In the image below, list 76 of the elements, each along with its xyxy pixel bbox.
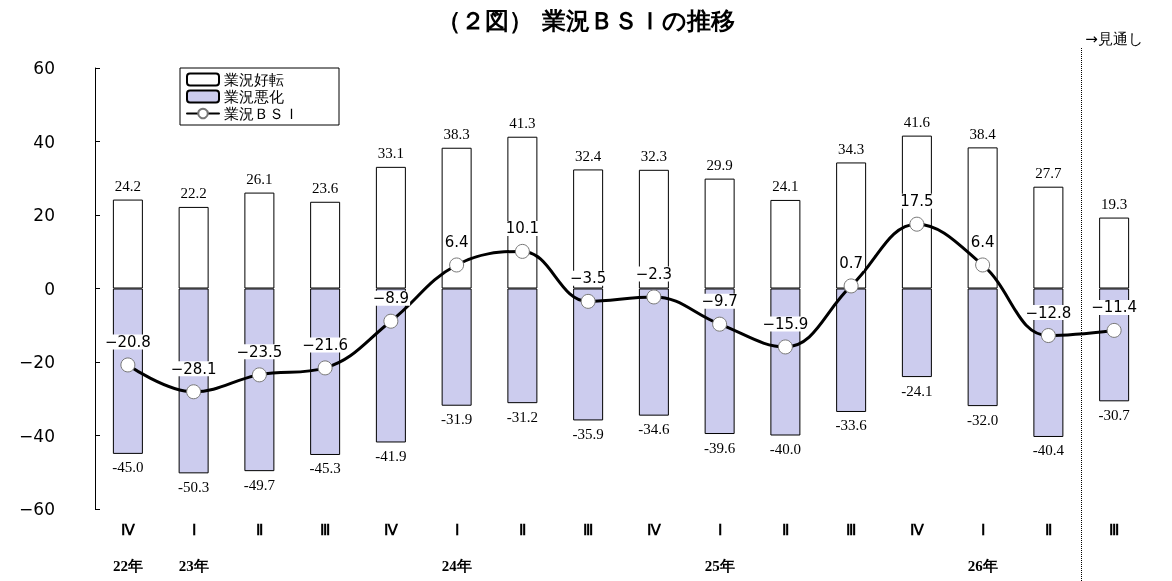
data-label: 19.3	[1101, 196, 1128, 213]
data-label: 29.9	[706, 157, 733, 174]
data-label: 0.7	[839, 253, 864, 272]
data-label: 38.3	[443, 126, 470, 143]
data-label: -33.6	[835, 417, 868, 434]
x-tick-label: Ⅳ	[909, 522, 925, 538]
data-label: −11.4	[1091, 298, 1138, 317]
data-label: 27.7	[1035, 165, 1062, 182]
y-tick-label: 60	[33, 58, 55, 78]
x-tick-label: Ⅱ	[1044, 522, 1052, 538]
data-label: 24.2	[114, 178, 141, 195]
data-label: -50.3	[178, 478, 210, 495]
x-tick-label: Ⅱ	[518, 522, 526, 538]
legend-label: 業況悪化	[224, 87, 284, 106]
data-label: -40.0	[769, 441, 801, 457]
x-tick-label: Ⅳ	[383, 522, 399, 538]
data-label: 10.1	[505, 219, 540, 238]
data-label: −15.9	[762, 314, 809, 333]
x-tick-label: Ⅲ	[846, 522, 857, 538]
category-label: Ⅰ 24年	[441, 522, 472, 574]
y-tick-label: 40	[33, 131, 55, 152]
chart-title: （２図） 業況ＢＳＩの推移	[437, 7, 735, 35]
data-label: −20.8	[104, 332, 151, 351]
y-tick-label: −40	[19, 425, 55, 446]
data-label: -40.4	[1032, 442, 1065, 459]
data-label: 32.3	[640, 148, 667, 165]
data-label: −23.5	[236, 342, 283, 361]
data-label: −9.7	[701, 292, 738, 311]
category-label: Ⅳ 22年	[112, 522, 143, 574]
data-label: 23.6	[312, 180, 339, 197]
data-label: 41.3	[509, 115, 536, 132]
category-label: Ⅰ 23年	[178, 522, 209, 574]
y-tick-label: −60	[19, 499, 55, 519]
data-label: 6.4	[970, 232, 995, 251]
category-label: Ⅰ 26年	[967, 522, 998, 574]
data-label: 6.4	[444, 232, 469, 251]
data-label: 22.2	[180, 185, 207, 202]
data-label: −3.5	[569, 269, 607, 288]
data-label: -45.3	[309, 460, 341, 477]
y-tick-label: −20	[19, 352, 55, 372]
data-label: -31.2	[506, 408, 538, 425]
x-tick-label: Ⅳ	[646, 522, 662, 538]
x-tick-label: Ⅱ	[255, 522, 263, 538]
data-label: 33.1	[377, 145, 404, 162]
x-tick-label: Ⅱ	[781, 522, 789, 538]
y-tick-label: 0	[44, 278, 55, 299]
data-label: -39.6	[704, 439, 736, 456]
legend-label: 業況ＢＳＩ	[224, 104, 299, 123]
data-label: 34.3	[838, 140, 865, 157]
category-label: Ⅰ 25年	[704, 522, 735, 574]
data-label: -24.1	[901, 382, 933, 399]
data-label: -45.0	[112, 459, 144, 476]
y-tick-label: 20	[33, 205, 55, 225]
data-label: 24.1	[772, 178, 799, 195]
data-label: −2.3	[635, 264, 673, 283]
data-label: 17.5	[900, 192, 934, 211]
data-label: −21.6	[302, 335, 349, 354]
x-tick-label: Ⅲ	[583, 522, 594, 538]
data-label: −28.1	[170, 359, 217, 378]
data-label: 26.1	[246, 171, 273, 188]
x-tick-label: Ⅲ	[1109, 522, 1120, 538]
data-label: 32.4	[575, 147, 602, 164]
data-label: -35.9	[572, 425, 604, 442]
text: →見通し	[1085, 30, 1143, 49]
data-label: -32.0	[967, 411, 999, 428]
data-label: 38.4	[969, 125, 997, 142]
data-label: -49.7	[243, 476, 276, 493]
data-label: 41.6	[903, 114, 931, 131]
data-label: -34.6	[638, 421, 670, 438]
data-label: -30.7	[1098, 406, 1131, 423]
x-tick-label: Ⅲ	[320, 522, 331, 538]
legend-label: 業況好転	[224, 70, 284, 89]
data-label: -41.9	[375, 447, 407, 464]
data-label: -31.9	[441, 411, 473, 428]
data-label: −8.9	[372, 289, 410, 308]
data-label: −12.8	[1025, 303, 1072, 322]
